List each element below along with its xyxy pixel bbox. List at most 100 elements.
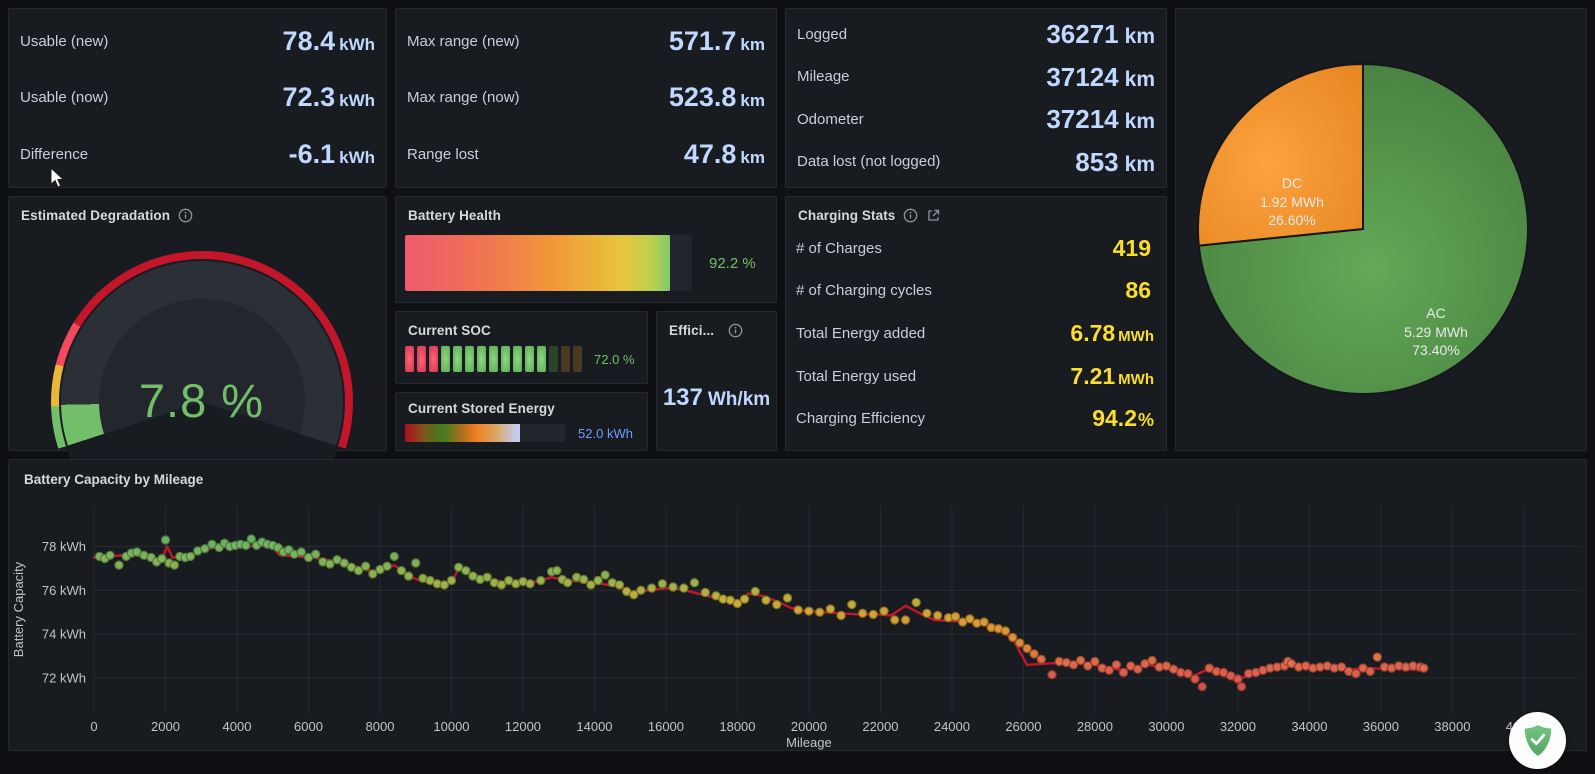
stat-row: Mileage 37124 km (786, 64, 1166, 90)
soc-segment-gauge[interactable] (405, 346, 582, 372)
degradation-gauge[interactable]: 7.8 % (50, 251, 353, 553)
data-point (325, 559, 335, 569)
stat-label: Odometer (797, 110, 864, 128)
stat-value: -6.1 kWh (288, 139, 375, 170)
data-point (552, 565, 562, 576)
stat-row: Range lost 47.8 km (396, 141, 776, 168)
data-point (836, 610, 846, 621)
soc-segment (417, 346, 426, 372)
panel-estimated-degradation: Estimated Degradation 7.8 % (8, 196, 387, 553)
info-icon[interactable] (728, 323, 743, 338)
stat-label: Max range (now) (407, 89, 520, 107)
y-tick-label: 72 kWh (42, 670, 86, 685)
x-tick-label: 12000 (505, 719, 541, 734)
data-point (1133, 664, 1143, 674)
data-point (1351, 668, 1361, 679)
data-point (739, 594, 750, 604)
stat-value: 86 (1125, 277, 1151, 304)
data-point (700, 587, 711, 598)
stat-row: Usable (new) 78.4 kWh (9, 25, 386, 56)
stat-value: 78.4 kWh (282, 25, 375, 56)
stat-label: Total Energy used (796, 367, 917, 385)
pie-chart[interactable] (1176, 9, 1586, 450)
data-point (857, 608, 868, 618)
data-point (185, 551, 196, 562)
data-point (614, 580, 625, 590)
panel-current-soc: Current SOC 72.0 % (395, 311, 648, 384)
data-point (361, 561, 371, 571)
soc-segment (501, 346, 510, 372)
stat-label: Max range (new) (407, 32, 520, 50)
data-point (1083, 661, 1093, 671)
data-point (482, 572, 492, 582)
data-point (1029, 649, 1039, 659)
x-tick-label: 14000 (576, 719, 612, 734)
data-point (593, 575, 603, 586)
x-tick-label: 34000 (1291, 719, 1327, 734)
data-point (761, 595, 771, 605)
x-tick-label: 22000 (862, 719, 898, 734)
data-point (353, 565, 364, 576)
data-point (979, 617, 989, 627)
data-point (750, 586, 761, 597)
data-point (389, 551, 399, 562)
panel-mileage: Logged 36271 km Mileage 37124 km Odometer … (785, 8, 1167, 188)
info-icon[interactable] (178, 208, 193, 223)
x-tick-label: 6000 (294, 719, 323, 734)
x-tick-label: 32000 (1220, 719, 1256, 734)
data-point (562, 577, 573, 588)
soc-segment (489, 346, 498, 372)
panel-title: Charging Stats (798, 208, 896, 223)
panel-usable-capacity: Usable (new) 78.4 kWh Usable (now) 72.3 kW… (8, 8, 387, 188)
data-point (629, 589, 639, 600)
stat-label: Range lost (407, 146, 479, 164)
data-point (1047, 669, 1057, 680)
data-point (1111, 660, 1122, 670)
stat-value: 523.8 km (668, 82, 765, 113)
data-point (689, 577, 700, 588)
data-point (157, 553, 167, 564)
data-point (782, 593, 793, 603)
soc-segment (465, 346, 474, 372)
x-axis-label: Mileage (786, 735, 832, 750)
data-point (900, 615, 911, 625)
data-point (1147, 655, 1157, 666)
data-point (965, 614, 975, 624)
stat-row: Max range (new) 571.7 km (396, 25, 776, 56)
shield-check-badge[interactable] (1509, 712, 1566, 769)
stat-label: Logged (797, 25, 848, 43)
panel-efficiency: Effici... 137 Wh/km (656, 311, 777, 451)
data-point (1183, 668, 1193, 679)
data-point (1336, 662, 1347, 672)
external-link-icon[interactable] (926, 208, 941, 223)
info-icon[interactable] (903, 208, 918, 223)
data-point (1090, 656, 1100, 667)
data-point (668, 582, 678, 592)
stat-value: 37124 km (1046, 61, 1155, 92)
panel-charging-stats: Charging Stats # of Charges 419 # of Cha… (785, 196, 1167, 451)
pie-slice-dc[interactable] (1197, 62, 1364, 247)
stat-value: 571.7 km (668, 25, 765, 56)
capacity-scatter-chart[interactable]: 72 kWh 74 kWh 76 kWh 78 kWh 0 2000 4000 6000 800… (9, 460, 1586, 750)
stat-label: Data lost (not logged) (797, 153, 941, 171)
panel-title: Current SOC (408, 323, 491, 338)
soc-segment (513, 346, 522, 372)
y-axis-label: Battery Capacity (11, 561, 26, 657)
soc-segment (573, 346, 582, 372)
data-point (536, 575, 546, 586)
stored-energy-bar[interactable] (405, 424, 565, 442)
battery-health-bar[interactable] (405, 235, 692, 291)
stat-value: 419 (1112, 234, 1151, 261)
data-point (1104, 665, 1114, 675)
data-point (396, 565, 407, 576)
data-point (911, 597, 921, 608)
x-tick-label: 18000 (719, 719, 755, 734)
data-point (1022, 643, 1032, 654)
x-tick-label: 36000 (1363, 719, 1399, 734)
data-point (804, 606, 814, 616)
stat-row: Difference -6.1 kWh (9, 141, 386, 168)
data-point (825, 604, 836, 614)
panel-capacity-chart: 72 kWh 74 kWh 76 kWh 78 kWh 0 2000 4000 6000 800… (8, 459, 1587, 751)
soc-segment (477, 346, 486, 372)
stat-row: Logged 36271 km (786, 21, 1166, 47)
